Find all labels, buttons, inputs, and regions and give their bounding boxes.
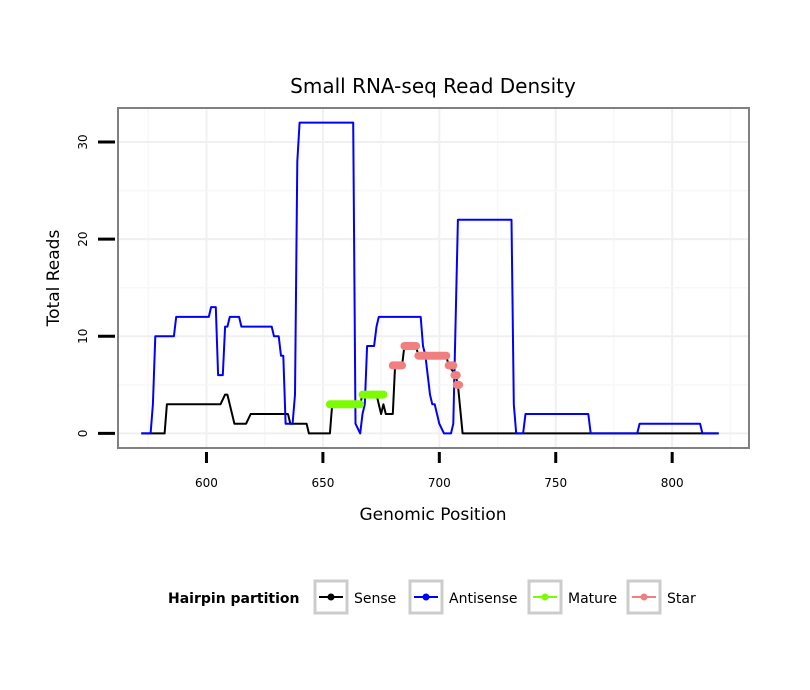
grid-lines (118, 108, 749, 448)
legend-item-star: Star (626, 579, 696, 615)
y-tick-label: 10 (76, 329, 90, 344)
x-tick-label: 650 (311, 476, 334, 490)
legend-label: Mature (568, 591, 617, 607)
axis-ticks: 600 650 700 750 800 0 10 20 30 (76, 134, 684, 490)
plot-background (118, 108, 749, 448)
x-tick-label: 750 (544, 476, 567, 490)
legend-key-point (327, 593, 335, 601)
legend-item-antisense: Antisense (408, 579, 518, 615)
legend-key-point (422, 593, 430, 601)
x-tick-label: 600 (195, 476, 218, 490)
y-axis-title: Total Reads (44, 230, 64, 328)
legend-label: Star (667, 591, 696, 607)
x-axis-title: Genomic Position (359, 505, 506, 525)
legend-label: Sense (354, 591, 396, 607)
series-layer (141, 121, 719, 435)
x-tick-label: 800 (661, 476, 684, 490)
y-tick-label: 30 (76, 134, 90, 149)
chart-title: Small RNA-seq Read Density (290, 74, 576, 98)
y-tick-label: 20 (76, 232, 90, 247)
legend-item-mature: Mature (527, 579, 617, 615)
legend-item-sense: Sense (313, 579, 396, 615)
legend-title: Hairpin partition (168, 591, 299, 607)
x-tick-label: 700 (428, 476, 451, 490)
legend-key-point (541, 593, 549, 601)
legend: Hairpin partition Sense Antisense Mature St… (168, 579, 696, 615)
legend-label: Antisense (449, 591, 518, 607)
legend-key-point (640, 593, 648, 601)
plot-panel-border (117, 107, 750, 449)
y-tick-label: 0 (76, 430, 90, 438)
antisense-series-line (141, 121, 719, 435)
